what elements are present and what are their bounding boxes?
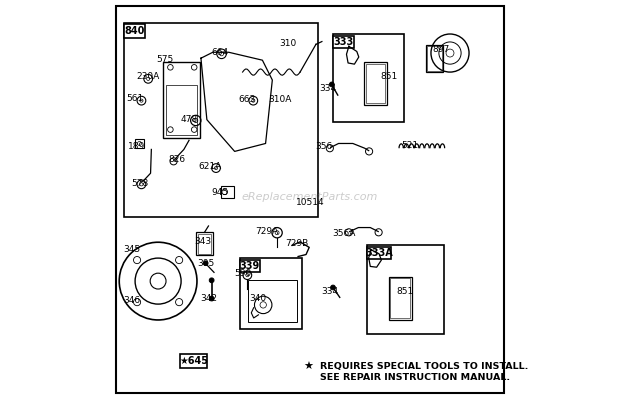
Text: 356: 356 [315, 142, 332, 151]
Bar [240, 260, 260, 272]
Bar [390, 278, 410, 318]
Text: ★645: ★645 [179, 356, 208, 366]
Bar [248, 280, 296, 322]
Text: ★: ★ [303, 362, 313, 372]
Text: 663: 663 [238, 95, 255, 103]
Bar [125, 23, 318, 217]
Text: 621A: 621A [198, 162, 222, 171]
Text: 578: 578 [131, 179, 149, 188]
Circle shape [210, 278, 214, 283]
Text: 10514: 10514 [296, 199, 324, 207]
Bar [196, 232, 213, 256]
Text: 851: 851 [397, 287, 414, 295]
Text: 305: 305 [197, 259, 215, 268]
Text: SEE REPAIR INSTRUCTION MANUAL.: SEE REPAIR INSTRUCTION MANUAL. [320, 373, 510, 382]
Text: 590: 590 [235, 269, 252, 278]
Text: 826: 826 [169, 155, 186, 164]
Text: 339: 339 [239, 261, 260, 271]
Text: 340: 340 [249, 295, 266, 303]
Bar [366, 64, 384, 103]
Bar [363, 62, 386, 105]
Bar [221, 186, 234, 198]
Text: 333: 333 [333, 37, 353, 47]
Bar [125, 25, 145, 38]
Bar [366, 245, 444, 334]
Circle shape [210, 296, 214, 301]
Text: 343: 343 [194, 237, 211, 246]
Bar [333, 34, 404, 122]
Text: 346: 346 [124, 296, 141, 304]
Text: 356A: 356A [332, 229, 355, 238]
Text: 521: 521 [401, 141, 418, 150]
Bar [333, 36, 353, 48]
Bar [389, 277, 412, 320]
Bar [135, 139, 144, 148]
Text: 729A: 729A [255, 227, 279, 236]
Text: 310A: 310A [268, 95, 292, 103]
Bar [180, 354, 207, 369]
Text: 561: 561 [126, 94, 143, 103]
Text: 478: 478 [180, 115, 198, 124]
Text: 345: 345 [124, 245, 141, 254]
Bar [426, 45, 443, 72]
Circle shape [203, 261, 208, 265]
Text: 334: 334 [320, 84, 337, 93]
Text: 334: 334 [321, 287, 339, 295]
Text: 945: 945 [211, 188, 228, 197]
Circle shape [329, 82, 334, 87]
Text: 840: 840 [125, 26, 145, 36]
Bar [163, 62, 200, 138]
Bar [427, 46, 441, 71]
Text: 230A: 230A [136, 72, 160, 80]
Bar [166, 85, 197, 135]
Text: 333A: 333A [365, 248, 393, 258]
Text: REQUIRES SPECIAL TOOLS TO INSTALL.: REQUIRES SPECIAL TOOLS TO INSTALL. [320, 362, 528, 371]
Text: 729B: 729B [285, 239, 308, 248]
Text: 575: 575 [157, 55, 174, 64]
Text: 310: 310 [280, 39, 297, 48]
Text: 189: 189 [128, 142, 145, 151]
Bar [198, 234, 211, 254]
Text: 342: 342 [200, 295, 218, 303]
Circle shape [330, 285, 335, 290]
Text: 897: 897 [432, 45, 450, 54]
Text: 851: 851 [381, 72, 398, 81]
Text: 664: 664 [211, 48, 228, 57]
Text: eReplacementParts.com: eReplacementParts.com [242, 192, 378, 202]
Bar [240, 258, 303, 329]
Bar [366, 248, 391, 259]
